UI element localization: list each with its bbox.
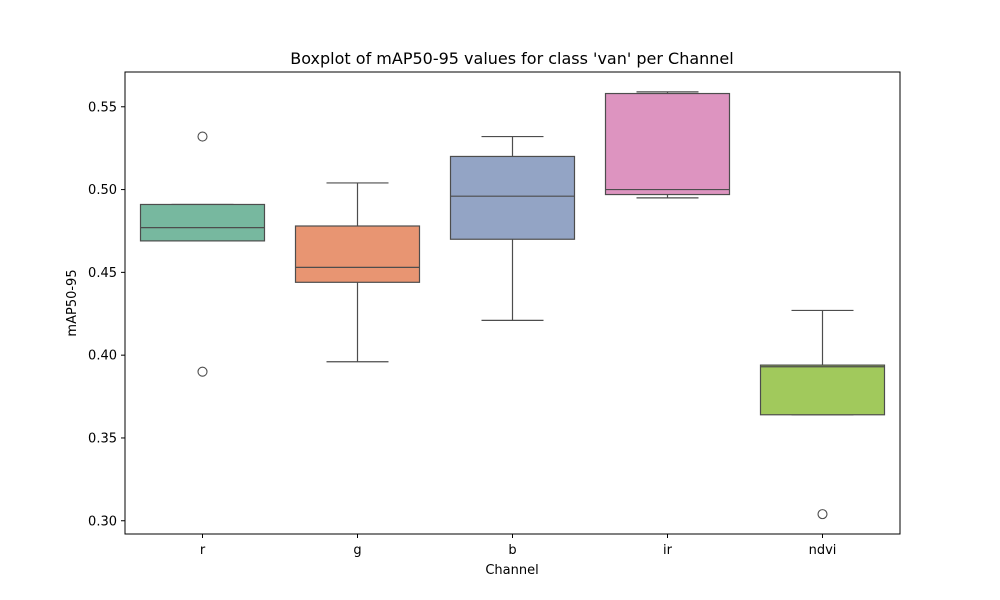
y-tick-label: 0.55 (88, 100, 117, 115)
x-tick-label: ir (663, 543, 673, 558)
x-tick-label: ndvi (809, 543, 837, 558)
box-r (139, 203, 266, 242)
x-tick-label: b (508, 543, 516, 558)
box-ir (604, 92, 731, 196)
box-g (294, 225, 421, 283)
x-axis-label: Channel (485, 563, 538, 578)
box-b (449, 155, 576, 240)
y-tick-label: 0.30 (88, 514, 117, 529)
outlier-point (817, 509, 828, 520)
y-tick-label: 0.35 (88, 431, 117, 446)
x-tick-label: r (200, 543, 206, 558)
plot-area: 0.30 0.35 0.40 0.45 0.50 0.55 r g b ir ndvi (88, 91, 886, 558)
x-tick-label: g (353, 543, 361, 558)
plot-frame (124, 71, 901, 535)
y-tick-label: 0.40 (88, 349, 117, 364)
outlier-point (197, 131, 208, 142)
y-tick-label: 0.45 (88, 266, 117, 281)
outlier-point (197, 366, 208, 377)
chart-title: Boxplot of mAP50-95 values for class 'va… (290, 49, 733, 68)
y-axis-label: mAP50-95 (65, 269, 80, 336)
y-tick-label: 0.50 (88, 183, 117, 198)
box-ndvi (759, 364, 886, 416)
